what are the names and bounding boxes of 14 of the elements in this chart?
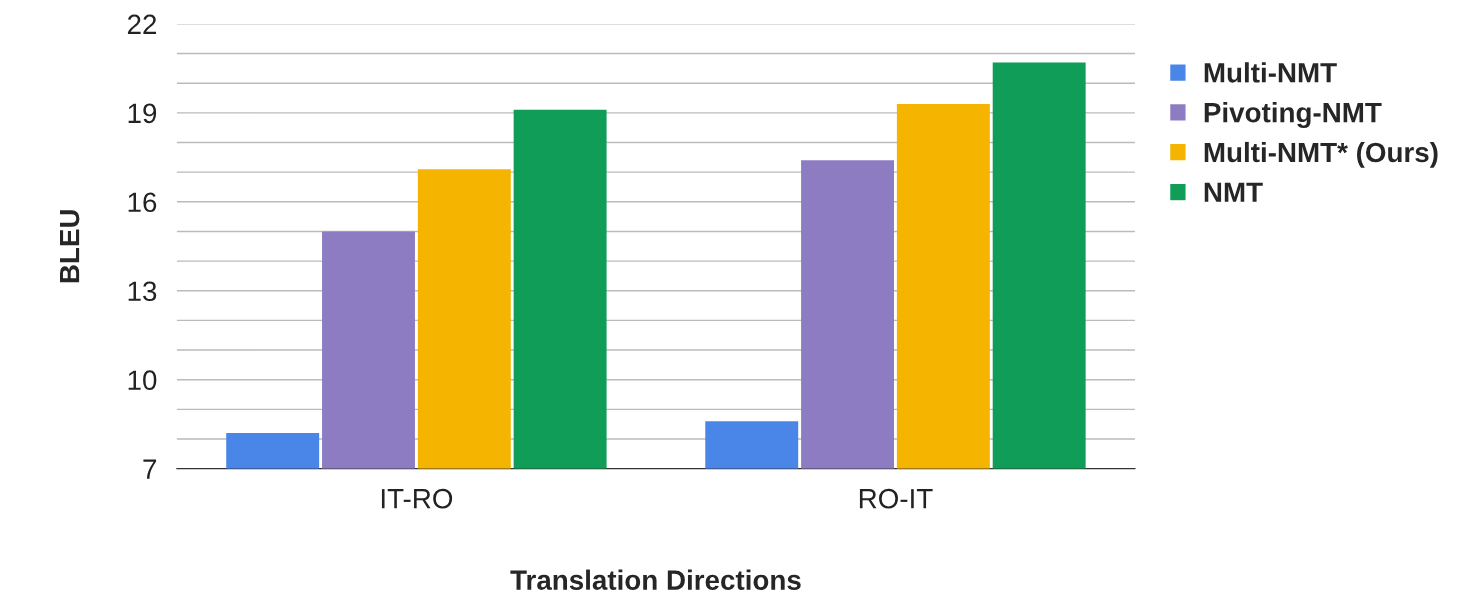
x-tick-label: IT-RO [381, 488, 453, 509]
legend-label: Multi-NMT [1204, 62, 1337, 83]
legend-label: Pivoting-NMT [1204, 102, 1382, 129]
y-tick-label: 22 [127, 14, 157, 34]
x-tick-label: RO-IT [859, 488, 933, 509]
y-tick-label: 19 [128, 103, 157, 124]
legend-label: NMT [1204, 182, 1263, 202]
y-tick-label: 7 [143, 459, 157, 479]
y-tick-label: 13 [128, 281, 157, 302]
y-axis-title: BLEU [60, 210, 80, 283]
legend-label: Multi-NMT* (Ours) [1204, 141, 1438, 168]
y-tick-label: 16 [128, 192, 157, 213]
x-axis-title: Translation Directions [510, 569, 801, 590]
y-tick-label: 10 [128, 370, 157, 391]
